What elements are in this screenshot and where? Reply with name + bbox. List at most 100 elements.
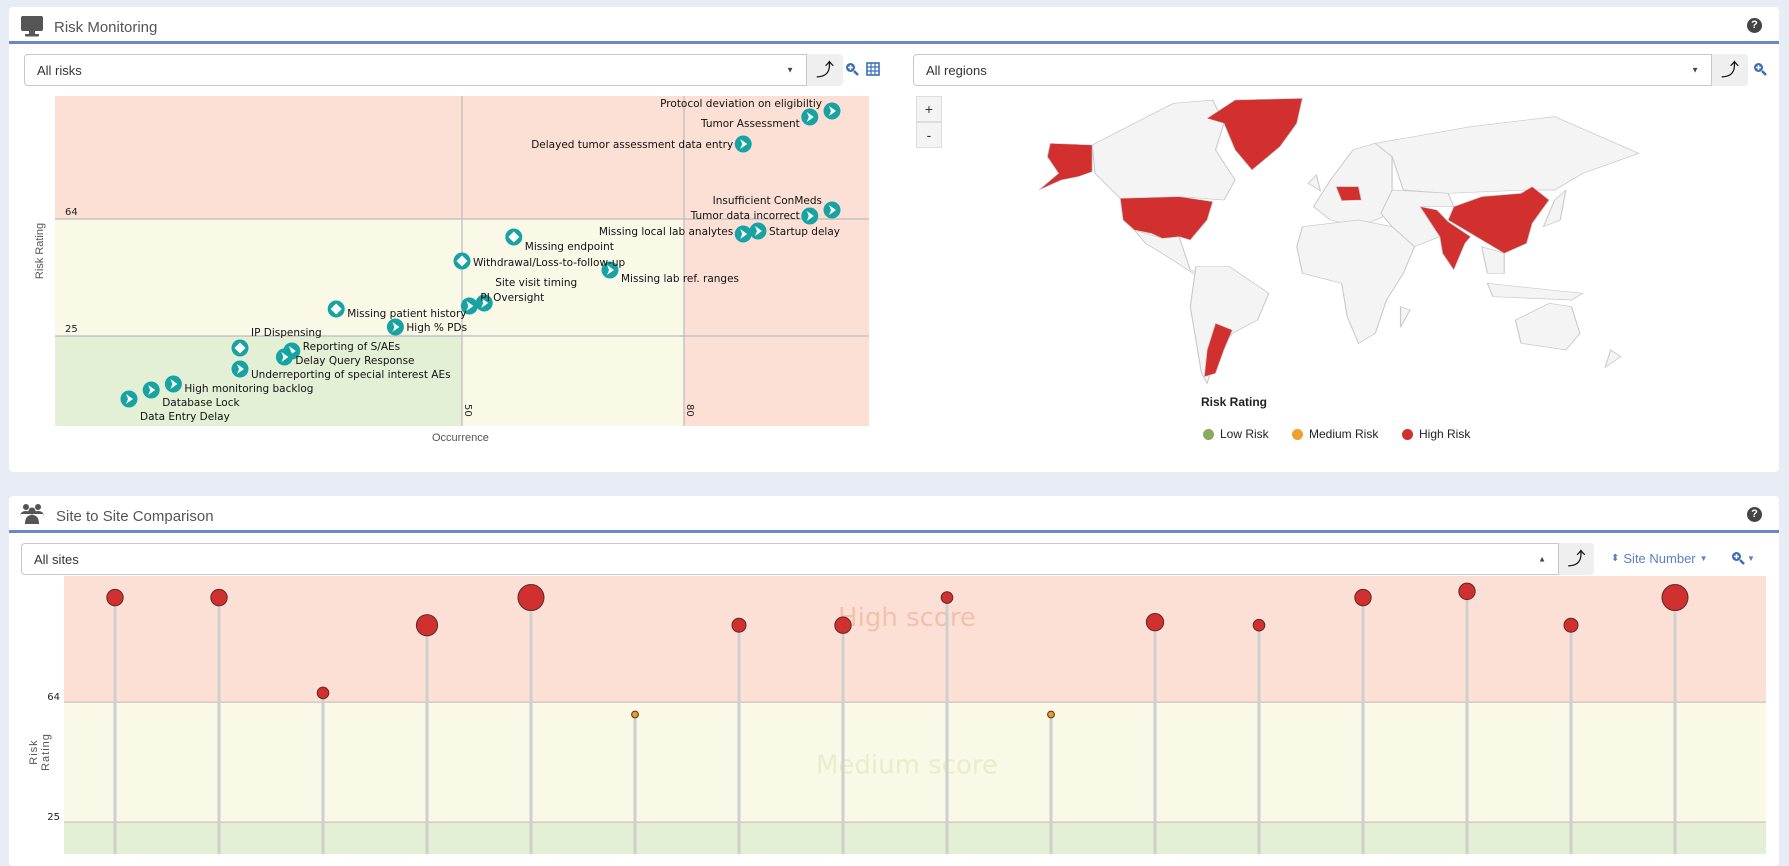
site-pin[interactable] [940, 591, 954, 854]
monitor-icon [21, 16, 43, 37]
legend-item-medium-risk[interactable]: Medium Risk [1292, 427, 1378, 441]
map-germany[interactable] [1335, 186, 1362, 201]
map-canada[interactable] [1091, 99, 1236, 201]
map-argentina[interactable] [1203, 322, 1233, 378]
risk-point[interactable] [275, 348, 293, 366]
risk-point-label: Startup delay [769, 226, 840, 238]
risk-point-label: High monitoring backlog [184, 383, 313, 395]
site-pin[interactable] [1563, 617, 1579, 854]
sort-button[interactable]: ⤴ [807, 54, 843, 86]
site-sort-button[interactable]: ⤴ [1559, 543, 1594, 575]
site-pin-head [1145, 612, 1165, 632]
diamond-icon [330, 303, 342, 315]
risk-point[interactable] [231, 360, 249, 378]
map-usa[interactable] [1119, 196, 1214, 241]
risk-point[interactable] [164, 375, 182, 393]
risk-point[interactable] [734, 135, 752, 153]
sort-by-dropdown[interactable]: ⬍ Site Number ▼ [1611, 551, 1708, 566]
site-pin[interactable] [1145, 612, 1165, 854]
risk-point-label: Missing lab ref. ranges [621, 273, 739, 285]
high-zone [64, 576, 1766, 703]
site-pin[interactable] [517, 584, 545, 854]
site-filter-select[interactable]: All sites ▲ [21, 543, 1559, 575]
map-zoom-in-button[interactable]: + [916, 96, 942, 122]
risk-point-label: Delayed tumor assessment data entry [531, 139, 733, 151]
map-russia[interactable] [1374, 116, 1640, 194]
map-australia[interactable] [1514, 302, 1581, 351]
risk-point[interactable] [327, 300, 345, 318]
site-pin-head [316, 686, 330, 700]
help-icon[interactable]: ? [1747, 18, 1762, 33]
map-zoom-icon[interactable] [1753, 62, 1767, 76]
risk-point-label: High % PDs [406, 322, 467, 334]
caret-down-icon: ▼ [786, 65, 794, 75]
site-pin[interactable] [1354, 588, 1372, 854]
map-zoom-out-button[interactable]: - [916, 122, 942, 148]
chevron-right-icon [829, 106, 836, 116]
site-pin[interactable] [631, 710, 639, 854]
site-pin[interactable] [731, 617, 747, 854]
x-axis-label: Occurrence [432, 432, 489, 444]
region-filter-select[interactable]: All regions ▼ [913, 54, 1712, 86]
site-pin[interactable] [316, 686, 330, 854]
risk-point-label: Site visit timing [495, 277, 577, 289]
risk-point[interactable] [475, 294, 493, 312]
map-japan[interactable] [1542, 189, 1567, 228]
risk-filter-select[interactable]: All risks ▼ [24, 54, 807, 86]
site-pin[interactable] [1047, 710, 1055, 854]
risk-point-label: Data Entry Delay [140, 411, 230, 423]
site-pin[interactable] [1661, 584, 1689, 854]
zoom-dropdown[interactable]: ▼ [1731, 551, 1755, 565]
risk-point[interactable] [734, 225, 752, 243]
site-pin-head [1047, 710, 1055, 719]
risk-point[interactable] [749, 222, 767, 240]
world-map[interactable] [910, 40, 1789, 460]
site-pin[interactable] [415, 614, 439, 854]
risk-point[interactable] [453, 252, 471, 270]
map-southeast-asia[interactable] [1481, 246, 1505, 274]
low-zone [64, 822, 1766, 854]
site-pin[interactable] [210, 588, 228, 854]
risk-point[interactable] [601, 261, 619, 279]
medium-score-zone-label: Medium score [816, 751, 998, 781]
risk-point-label: Underreporting of special interest AEs [251, 369, 451, 381]
map-alaska[interactable] [1038, 143, 1093, 191]
map-uk[interactable] [1307, 174, 1322, 192]
map-sort-button[interactable]: ⤴ [1712, 54, 1748, 86]
caret-down-icon: ▼ [1691, 65, 1699, 75]
map-south-america[interactable] [1189, 266, 1270, 385]
map-indonesia[interactable] [1486, 282, 1584, 301]
legend-item-high-risk[interactable]: High Risk [1402, 427, 1470, 441]
site-pin-head [517, 584, 545, 612]
site-pin[interactable] [1458, 582, 1476, 854]
chevron-right-icon [607, 265, 614, 275]
risk-point[interactable] [386, 318, 404, 336]
risk-point[interactable] [142, 381, 160, 399]
site-pin[interactable] [834, 616, 852, 854]
caret-down-icon: ▼ [1747, 553, 1755, 563]
map-china[interactable] [1447, 186, 1550, 254]
legend-item-low-risk[interactable]: Low Risk [1203, 427, 1269, 441]
help-icon[interactable]: ? [1747, 507, 1762, 522]
risk-point-label: Missing endpoint [525, 241, 614, 253]
risk-point[interactable] [801, 108, 819, 126]
risk-point[interactable] [823, 102, 841, 120]
site-pin[interactable] [1252, 618, 1266, 854]
zoom-icon[interactable] [845, 62, 859, 76]
risk-point[interactable] [460, 297, 478, 315]
risk-point-label: Withdrawal/Loss-to-follow-up [473, 257, 625, 269]
risk-point[interactable] [801, 207, 819, 225]
map-new-zealand[interactable] [1604, 349, 1622, 369]
map-europe[interactable] [1312, 142, 1393, 228]
map-india[interactable] [1419, 206, 1472, 271]
risk-point[interactable] [120, 390, 138, 408]
table-icon[interactable] [866, 62, 880, 76]
map-greenland[interactable] [1206, 98, 1303, 171]
map-africa[interactable] [1296, 219, 1416, 344]
site-comparison-chart: 64 25 High score Medium score [47, 576, 1766, 854]
site-pin[interactable] [106, 588, 124, 854]
map-madagascar[interactable] [1399, 306, 1411, 328]
risk-point[interactable] [505, 228, 523, 246]
risk-point[interactable] [231, 339, 249, 357]
risk-point[interactable] [823, 201, 841, 219]
